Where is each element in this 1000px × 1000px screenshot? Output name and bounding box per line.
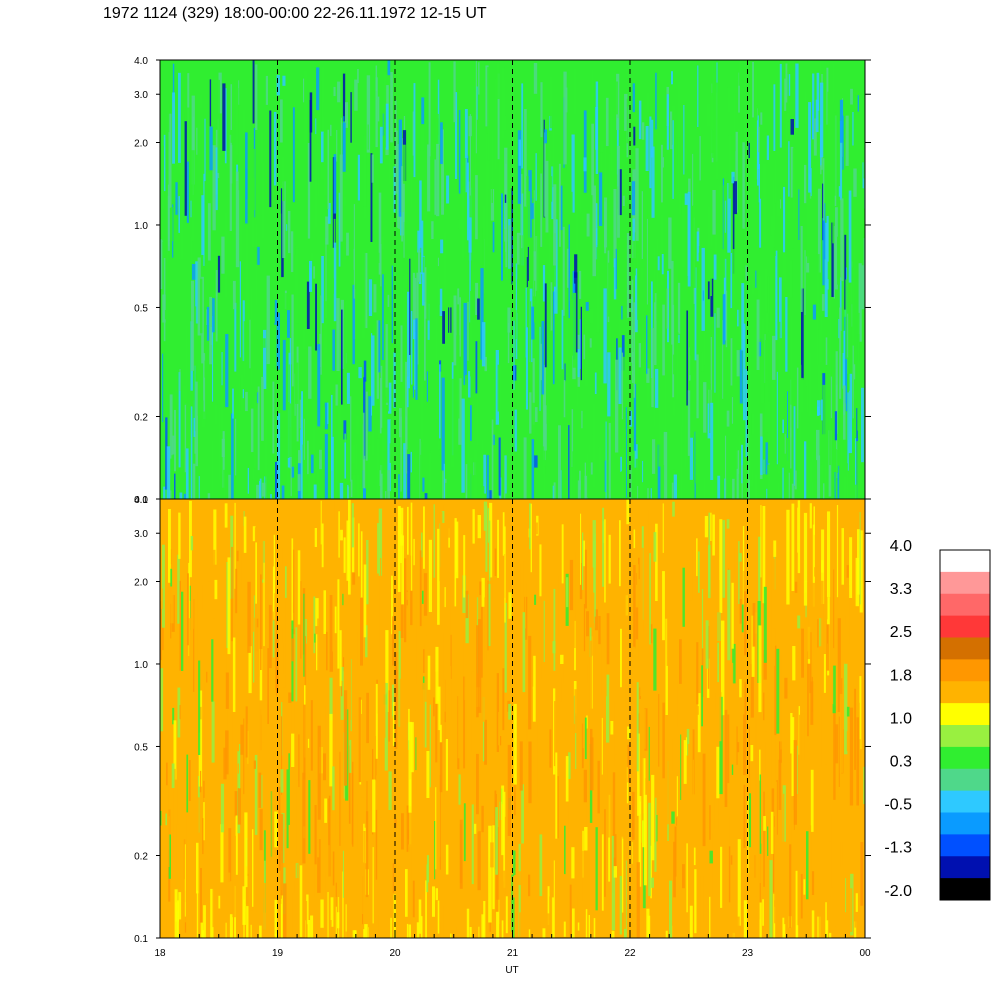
colorbar-label: 3.3 [890,581,912,598]
y-tick-label: 3.0 [134,90,148,101]
panel-2: 0.1 0.2 0.5 1.0 2.0 3.0 4.0 [134,495,871,945]
colorbar-label: -0.5 [884,797,912,814]
colorbar: 4.0 3.3 2.5 1.8 1.0 0.3 -0.5 -1.3 -2.0 [884,538,991,901]
colorbar-segment [940,571,990,595]
colorbar-segment [940,790,990,814]
y-tick-label: 4.0 [134,495,148,506]
colorbar-segment [940,856,990,879]
colorbar-segment [940,703,990,726]
colorbar-frame [939,549,991,901]
colorbar-segment [940,725,990,748]
colorbar-segment [940,878,990,901]
colorbar-label: 0.3 [890,754,912,771]
x-tick-label: 00 [859,948,871,959]
colorbar-segment [940,812,990,835]
x-axis-label: UT [505,965,518,976]
colorbar-label: 4.0 [890,538,912,555]
y-tick-label: 0.5 [134,742,148,753]
y-tick-label: 1.0 [134,221,148,232]
y-tick-label: 0.5 [134,303,148,314]
y-tick-label: 2.0 [134,138,148,149]
spectrogram-panels: 0.10.20.51.02.03.04.00.10.20.51.02.03.04… [134,56,871,945]
x-tick-label: 19 [272,948,284,959]
y-tick-label: 3.0 [134,529,148,540]
colorbar-label: 1.8 [890,667,912,684]
colorbar-segment [940,550,990,573]
chart-title: 1972 1124 (329) 18:00-00:00 22-26.11.197… [103,5,487,22]
x-tick-label: 21 [507,948,519,959]
y-tick-label: 0.1 [134,934,148,945]
colorbar-label: 2.5 [890,624,912,641]
y-tick-label: 4.0 [134,56,148,67]
colorbar-label: 1.0 [890,710,912,727]
panel-1: 0.1 0.2 0.5 1.0 2.0 3.0 4.0 [134,56,871,506]
x-tick-label: 18 [154,948,166,959]
colorbar-segment [940,615,990,639]
y-tick-label: 2.0 [134,577,148,588]
colorbar-label: -2.0 [884,883,912,900]
colorbar-segment [940,681,990,704]
x-axis: 18 19 20 21 22 23 00 [154,930,871,959]
colorbar-label: -1.3 [884,840,912,857]
colorbar-segment [940,746,990,770]
y-tick-label: 1.0 [134,660,148,671]
colorbar-segment [940,768,990,792]
x-tick-label: 22 [624,948,636,959]
x-tick-label: 20 [389,948,401,959]
y-tick-label: 0.2 [134,413,148,424]
x-tick-label: 23 [742,948,754,959]
colorbar-segment [940,593,990,617]
y-tick-label: 0.2 [134,852,148,863]
colorbar-segment [940,834,990,857]
colorbar-segment [940,637,990,660]
colorbar-segment [940,659,990,682]
y-tick-label: 0.1 [134,495,148,506]
